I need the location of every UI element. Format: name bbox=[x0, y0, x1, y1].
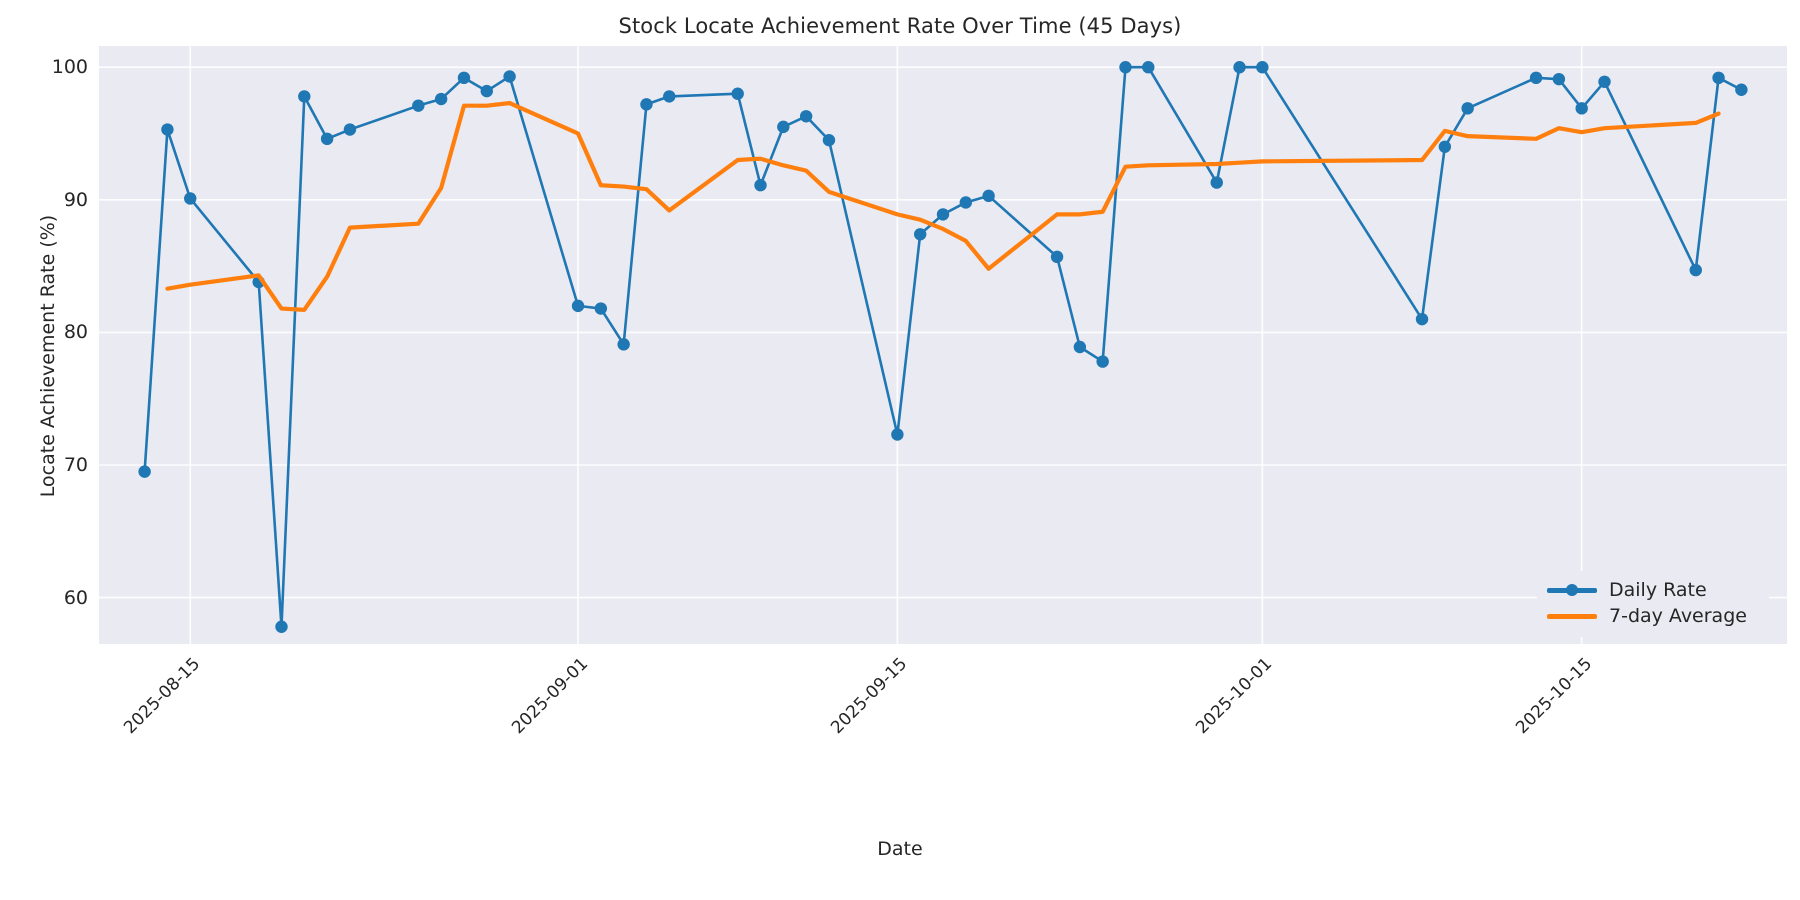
y-tick-label: 90 bbox=[63, 188, 88, 211]
plot-area bbox=[99, 46, 1787, 644]
chart-title: Stock Locate Achievement Rate Over Time … bbox=[618, 14, 1182, 38]
x-tick-label: 2025-09-15 bbox=[827, 654, 912, 739]
legend-entry[interactable]: 7-day Average bbox=[1547, 603, 1759, 629]
x-tick-label: 2025-08-15 bbox=[120, 654, 205, 739]
x-tick-label: 2025-09-01 bbox=[508, 654, 593, 739]
legend-label: Daily Rate bbox=[1609, 579, 1707, 601]
legend-entry[interactable]: Daily Rate bbox=[1547, 577, 1759, 603]
y-axis-label: Locate Achievement Rate (%) bbox=[37, 214, 59, 498]
data-series-layer bbox=[138, 61, 1748, 633]
grid-lines bbox=[99, 46, 1787, 644]
chart-legend: Daily Rate 7-day Average bbox=[1537, 571, 1769, 637]
y-tick-label: 80 bbox=[63, 321, 88, 344]
legend-swatch-icon bbox=[1547, 606, 1597, 626]
y-tick-label: 100 bbox=[51, 56, 88, 79]
legend-label: 7-day Average bbox=[1609, 605, 1747, 627]
legend-swatch-icon bbox=[1547, 580, 1597, 600]
y-tick-label: 60 bbox=[63, 586, 88, 609]
x-axis-label: Date bbox=[877, 838, 923, 860]
y-tick-label: 70 bbox=[63, 453, 88, 476]
x-tick-label: 2025-10-01 bbox=[1192, 654, 1277, 739]
x-tick-label: 2025-10-15 bbox=[1511, 654, 1596, 739]
